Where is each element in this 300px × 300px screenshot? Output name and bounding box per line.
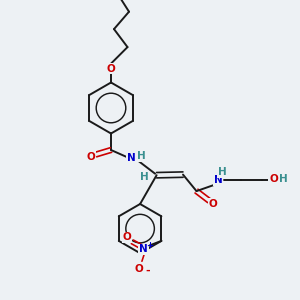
Text: O: O (123, 232, 132, 242)
Text: H: H (218, 167, 227, 177)
Text: O: O (106, 64, 116, 74)
Text: N: N (214, 175, 223, 185)
Text: O: O (134, 263, 143, 274)
Text: H: H (279, 174, 288, 184)
Text: N: N (127, 153, 136, 163)
Text: +: + (146, 241, 153, 250)
Text: O: O (208, 199, 217, 209)
Text: H: H (136, 151, 146, 161)
Text: O: O (86, 152, 95, 162)
Text: H: H (140, 172, 148, 182)
Text: O: O (269, 174, 278, 184)
Text: -: - (146, 265, 150, 275)
Text: N: N (139, 244, 148, 254)
